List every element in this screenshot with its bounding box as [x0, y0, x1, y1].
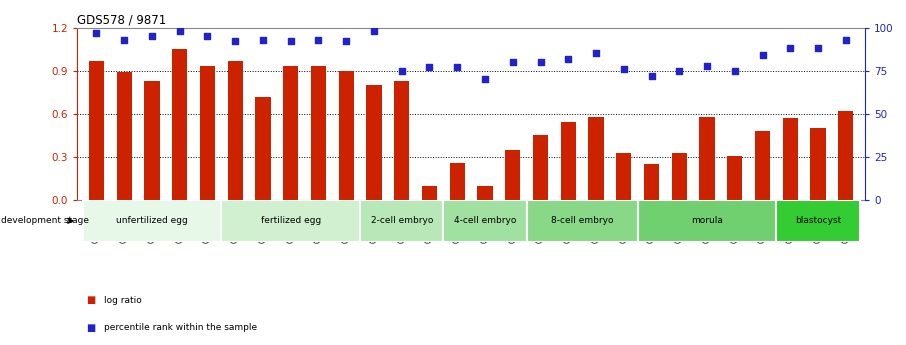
Bar	[477, 186, 493, 200]
Text: 8-cell embryo: 8-cell embryo	[551, 216, 613, 225]
Bar	[755, 131, 770, 200]
Point	[589, 51, 603, 56]
Bar	[838, 111, 853, 200]
Point	[339, 39, 353, 44]
Text: ■: ■	[86, 323, 95, 333]
Point	[117, 37, 131, 42]
Point	[145, 33, 159, 39]
Text: 2-cell embryo: 2-cell embryo	[371, 216, 433, 225]
Bar	[117, 72, 132, 200]
Text: blastocyst: blastocyst	[795, 216, 841, 225]
Point	[506, 59, 520, 65]
Point	[699, 63, 714, 68]
Text: 4-cell embryo: 4-cell embryo	[454, 216, 516, 225]
Point	[672, 68, 687, 73]
Bar	[200, 66, 215, 200]
Bar	[526, 200, 638, 242]
Bar	[644, 164, 660, 200]
Text: unfertilized egg: unfertilized egg	[116, 216, 188, 225]
Bar	[810, 128, 825, 200]
Bar	[728, 156, 742, 200]
Bar	[82, 200, 221, 242]
Bar	[366, 85, 381, 200]
Point	[728, 68, 742, 73]
Bar	[172, 49, 188, 200]
Point	[228, 39, 243, 44]
Point	[450, 65, 465, 70]
Point	[367, 28, 381, 34]
Point	[200, 33, 215, 39]
Bar	[227, 61, 243, 200]
Point	[616, 66, 631, 72]
Point	[839, 37, 853, 42]
Text: log ratio: log ratio	[104, 296, 142, 305]
Point	[394, 68, 409, 73]
Point	[89, 30, 103, 36]
Bar	[638, 200, 776, 242]
Bar	[616, 152, 631, 200]
Point	[422, 65, 437, 70]
Bar	[339, 71, 354, 200]
Bar	[783, 118, 798, 200]
Bar	[699, 117, 715, 200]
Bar	[255, 97, 271, 200]
Bar	[221, 200, 360, 242]
Point	[172, 28, 187, 34]
Text: development stage: development stage	[1, 216, 89, 225]
Point	[783, 46, 797, 51]
Point	[811, 46, 825, 51]
Point	[561, 56, 575, 61]
Text: GDS578 / 9871: GDS578 / 9871	[77, 13, 167, 27]
Bar	[443, 200, 526, 242]
Bar	[144, 81, 159, 200]
Point	[644, 73, 659, 79]
Point	[312, 37, 326, 42]
Bar	[311, 66, 326, 200]
Point	[477, 77, 492, 82]
Point	[534, 59, 548, 65]
Text: morula: morula	[691, 216, 723, 225]
Bar	[671, 152, 687, 200]
Point	[284, 39, 298, 44]
Text: fertilized egg: fertilized egg	[261, 216, 321, 225]
Bar	[394, 81, 410, 200]
Bar	[89, 61, 104, 200]
Point	[756, 52, 770, 58]
Bar	[533, 136, 548, 200]
Bar	[449, 163, 465, 200]
Bar	[506, 150, 520, 200]
Text: ■: ■	[86, 295, 95, 305]
Bar	[283, 66, 298, 200]
Bar	[561, 122, 576, 200]
Text: percentile rank within the sample: percentile rank within the sample	[104, 323, 257, 332]
Bar	[588, 117, 603, 200]
Bar	[422, 186, 437, 200]
Bar	[776, 200, 860, 242]
Point	[255, 37, 270, 42]
Bar	[360, 200, 443, 242]
